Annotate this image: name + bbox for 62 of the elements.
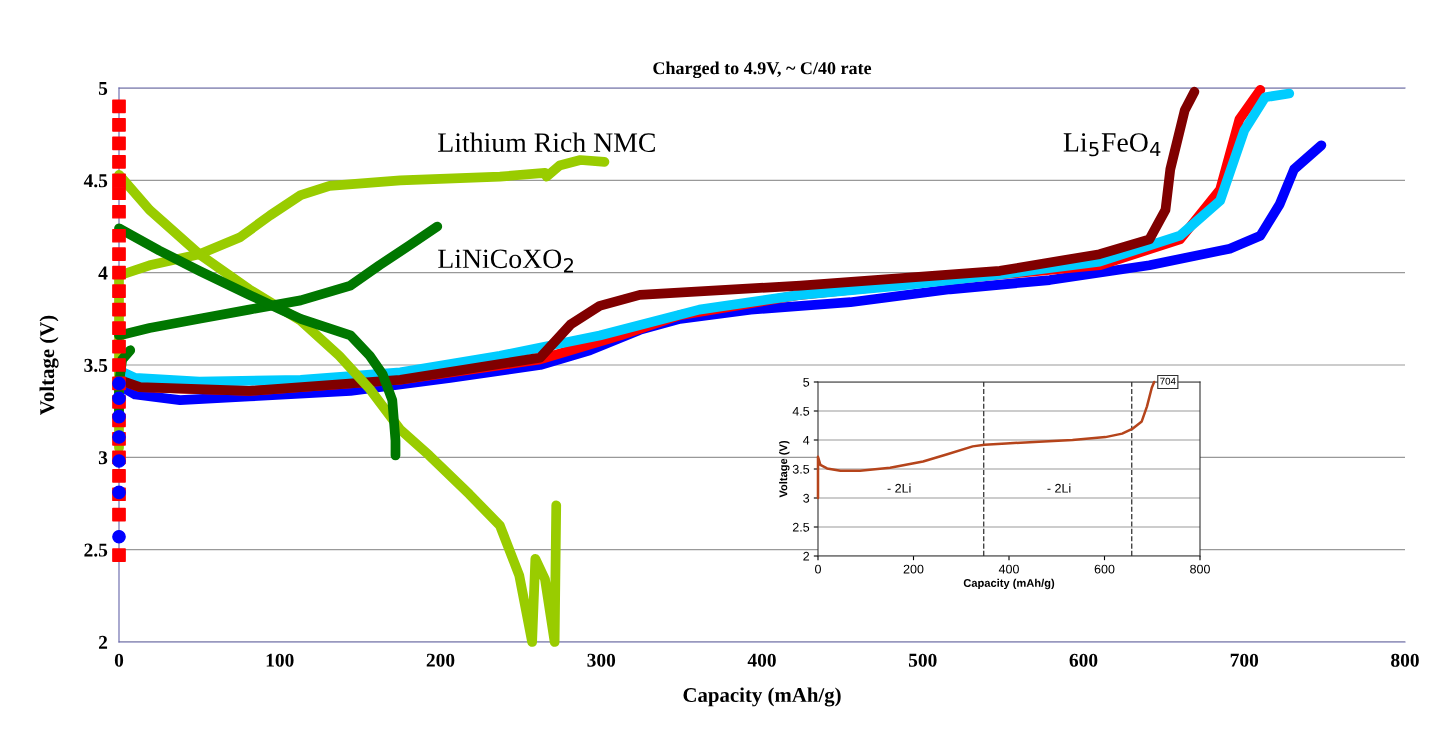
annotation: Li$_{5}$FeO$_{4}$ (1063, 133, 1161, 157)
x-tick-label: 100 (266, 653, 294, 667)
point (112, 339, 126, 354)
point (112, 155, 126, 169)
x-tick-label: 500 (908, 653, 937, 667)
x-tick-label: 0 (815, 564, 821, 574)
x-tick-label: 800 (1190, 564, 1210, 574)
point (112, 548, 126, 563)
y-tick-label: 2 (803, 551, 810, 561)
x-tick-label: 400 (747, 653, 776, 667)
y-axis-title: Voltage (V) (779, 440, 790, 498)
y-tick-label: 5 (98, 82, 108, 95)
annotation: LiNiCoXO$_{2}$ (438, 249, 573, 273)
y-axis-title: Voltage (V) (39, 315, 59, 416)
point (112, 507, 126, 522)
point (112, 409, 126, 424)
y-tick-label: 4.5 (792, 406, 810, 416)
y-tick-label: 3.5 (792, 464, 810, 474)
x-tick-label: 200 (426, 653, 455, 667)
point (112, 265, 126, 280)
point (112, 468, 126, 483)
y-tick-label: 3.5 (84, 358, 108, 373)
x-tick-label: 400 (998, 564, 1019, 574)
annotation: - 2Li (1047, 483, 1071, 493)
point (112, 321, 126, 335)
line-series (816, 380, 1156, 500)
point (112, 358, 126, 372)
y-tick-label: 4 (98, 266, 108, 280)
y-tick-label: 3 (98, 451, 108, 465)
point (112, 391, 126, 406)
annotation: - 2Li (887, 483, 911, 493)
point (112, 302, 126, 317)
point (112, 284, 126, 298)
point (112, 247, 126, 262)
point (112, 118, 126, 132)
x-tick-label: 600 (1069, 653, 1098, 667)
point (112, 204, 126, 219)
point (112, 454, 126, 468)
y-tick-label: 3 (803, 493, 810, 503)
point (112, 186, 126, 201)
point (112, 136, 126, 151)
point (112, 529, 126, 544)
x-tick-label: 600 (1094, 564, 1115, 574)
x-tick-label: 0 (114, 653, 124, 667)
y-tick-label: 2 (98, 635, 108, 649)
x-axis-title: Capacity (mAh/g) (683, 687, 841, 707)
y-tick-label: 4 (803, 435, 810, 445)
x-tick-label: 700 (1230, 653, 1259, 667)
point (112, 99, 126, 114)
y-tick-label: 2.5 (792, 522, 810, 532)
point (112, 228, 126, 243)
annotation: 704 (1160, 377, 1176, 385)
x-axis-title: Capacity (mAh/g) (963, 578, 1055, 590)
point (112, 173, 126, 188)
y-tick-label: 2.5 (84, 543, 108, 557)
x-tick-label: 800 (1391, 653, 1419, 667)
y-tick-label: 4.5 (83, 174, 108, 188)
x-tick-label: 200 (903, 564, 924, 574)
annotation: Lithium Rich NMC (438, 132, 655, 153)
x-tick-label: 300 (587, 653, 616, 667)
chart-title: Charged to 4.9V, ~ C/40 rate (653, 61, 872, 79)
y-tick-label: 5 (803, 377, 810, 387)
